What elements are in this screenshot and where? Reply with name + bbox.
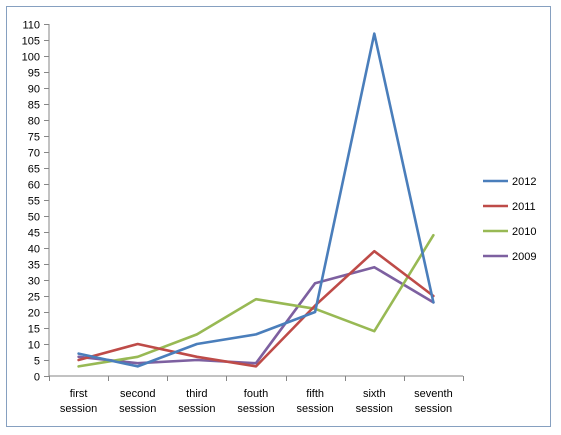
y-tick-label: 85 (28, 100, 40, 112)
y-tick-label: 10 (28, 340, 40, 352)
series-lines (77, 32, 435, 368)
y-tick-label: 105 (22, 36, 40, 48)
legend: 2012 2011 2010 2009 (483, 176, 536, 263)
y-tick-label: 100 (22, 52, 40, 64)
x-tick-label: third session (178, 388, 215, 415)
axes: 0 5 10 15 20 25 30 35 40 45 50 55 60 65 70 75 80 85 90 95 10… (22, 20, 464, 415)
y-tick-label: 75 (28, 132, 40, 144)
x-tick-label: seventh session (414, 388, 453, 415)
y-tick-label: 110 (22, 20, 40, 32)
y-tick-label: 65 (28, 164, 40, 176)
y-tick-label: 30 (28, 276, 40, 288)
y-tick-label: 25 (28, 292, 40, 304)
y-tick-label: 70 (28, 148, 40, 160)
x-tick-label: fifth session (296, 388, 333, 415)
y-tick-label: 40 (28, 244, 40, 256)
y-tick-label: 0 (34, 372, 40, 384)
y-tick-label: 45 (28, 228, 40, 240)
x-tick-label: first session (60, 388, 97, 415)
y-tick-label: 35 (28, 260, 40, 272)
y-tick-label: 80 (28, 116, 40, 128)
legend-label-2009: 2009 (512, 251, 536, 263)
y-tick-label: 60 (28, 180, 40, 192)
x-tick-label: fouth session (237, 388, 274, 415)
y-tick-label: 90 (28, 84, 40, 96)
y-tick-label: 50 (28, 212, 40, 224)
legend-label-2010: 2010 (512, 226, 536, 238)
series-line-2012 (77, 32, 435, 368)
y-tick-label: 5 (34, 356, 40, 368)
series-line-2011 (77, 249, 435, 368)
y-tick-label: 15 (28, 324, 40, 336)
legend-label-2012: 2012 (512, 176, 536, 188)
y-tick-label: 55 (28, 196, 40, 208)
series-line-2009 (77, 265, 435, 365)
x-tick-label: second session (119, 388, 156, 415)
legend-label-2011: 2011 (512, 201, 536, 213)
y-tick-label: 95 (28, 68, 40, 80)
x-tick-label: sixth session (356, 388, 393, 415)
y-tick-label: 20 (28, 308, 40, 320)
series-line-2010 (77, 233, 435, 368)
